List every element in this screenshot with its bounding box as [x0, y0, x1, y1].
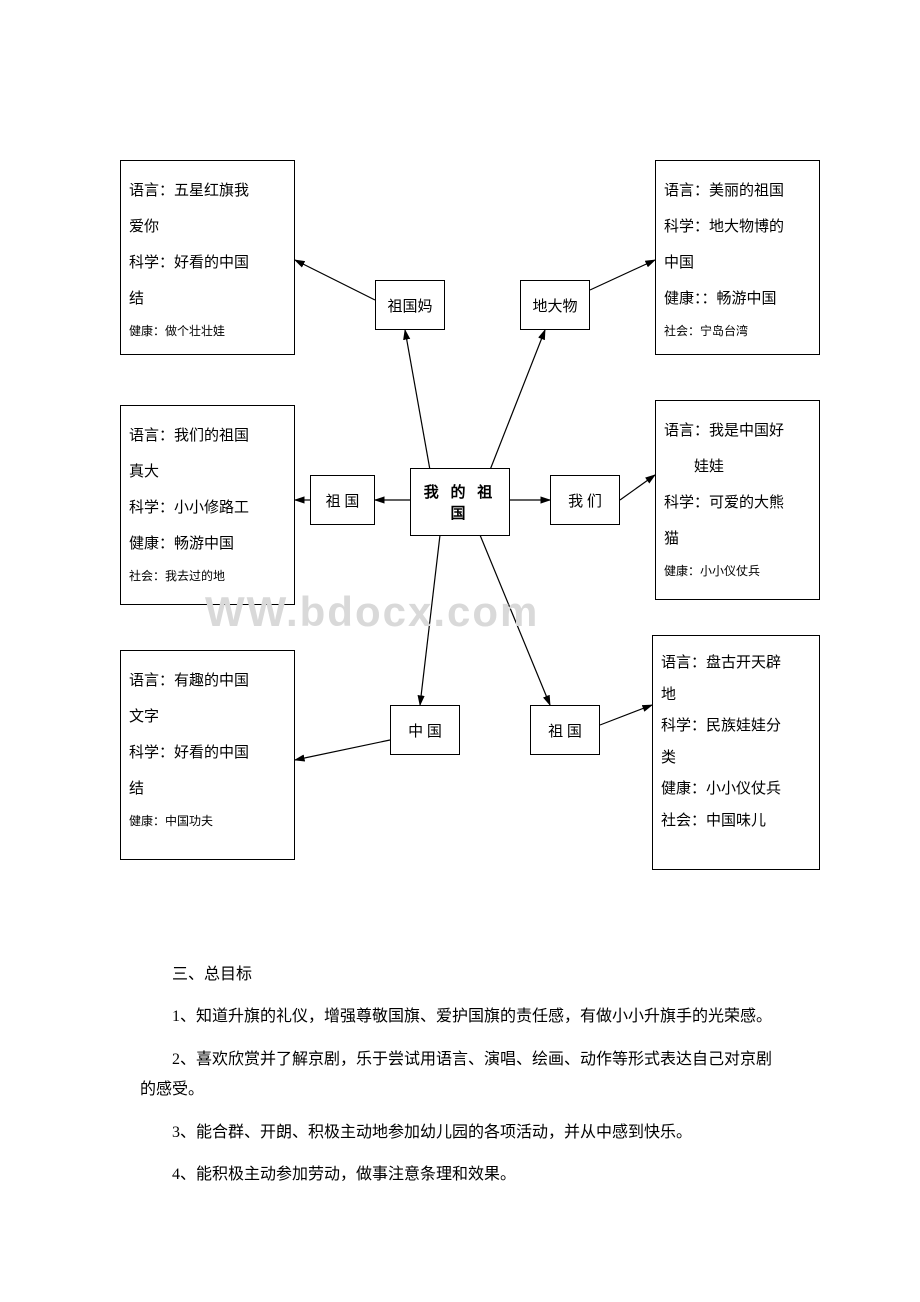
- hub-tr: 地大物: [520, 280, 590, 330]
- text: 科学：好看的中国: [129, 245, 286, 281]
- text: 地: [661, 680, 811, 712]
- goal-item: 3、能合群、开朗、积极主动地参加幼儿园的各项活动，并从中感到快乐。: [140, 1118, 780, 1148]
- text: 健康：畅游中国: [129, 526, 286, 562]
- hub-label: 地大物: [532, 295, 577, 316]
- section-heading: 三、总目标: [140, 960, 780, 990]
- text: 科学：地大物博的: [664, 209, 811, 245]
- outer-box-bl: 语言：有趣的中国 文字 科学：好看的中国 结 健康：中国功夫: [120, 650, 295, 860]
- center-label: 我 的 祖国: [415, 481, 505, 523]
- text: 娃娃: [664, 449, 811, 485]
- text: 健康：：畅游中国: [664, 281, 811, 317]
- hub-ml: 祖 国: [310, 475, 375, 525]
- text: 结: [129, 281, 286, 317]
- text: 爱你: [129, 209, 286, 245]
- goal-item: 1、知道升旗的礼仪，增强尊敬国旗、爱护国旗的责任感，有做小小升旗手的光荣感。: [140, 1002, 780, 1032]
- outer-box-ml: 语言：我们的祖国 真大 科学：小小修路工 健康：畅游中国 社会：我去过的地: [120, 405, 295, 605]
- hub-label: 祖国妈: [387, 295, 432, 316]
- text: 社会：宁岛台湾: [664, 317, 811, 346]
- text: 健康：中国功夫: [129, 807, 286, 836]
- hub-mr: 我 们: [550, 475, 620, 525]
- text: 社会：中国味儿: [661, 806, 811, 838]
- text: 猫: [664, 521, 811, 557]
- center-node: 我 的 祖国: [410, 468, 510, 536]
- text: 健康：小小仪仗兵: [661, 774, 811, 806]
- body-text: 三、总目标 1、知道升旗的礼仪，增强尊敬国旗、爱护国旗的责任感，有做小小升旗手的…: [140, 960, 780, 1202]
- text: 文字: [129, 699, 286, 735]
- text: 语言：盘古开天辟: [661, 648, 811, 680]
- text: 类: [661, 743, 811, 775]
- text: 健康：做个壮壮娃: [129, 317, 286, 346]
- text: 健康：小小仪仗兵: [664, 557, 811, 586]
- text: 语言：有趣的中国: [129, 663, 286, 699]
- text: 语言：我是中国好: [664, 413, 811, 449]
- goal-item: 2、喜欢欣赏并了解京剧，乐于尝试用语言、演唱、绘画、动作等形式表达自己对京剧的感…: [140, 1045, 780, 1106]
- text: 语言：五星红旗我: [129, 173, 286, 209]
- outer-box-tl: 语言：五星红旗我 爱你 科学：好看的中国 结 健康：做个壮壮娃: [120, 160, 295, 355]
- hub-label: 祖 国: [548, 720, 582, 741]
- hub-label: 祖 国: [326, 490, 360, 511]
- goal-item: 4、能积极主动参加劳动，做事注意条理和效果。: [140, 1160, 780, 1190]
- text: 社会：我去过的地: [129, 562, 286, 591]
- outer-box-br: 语言：盘古开天辟 地 科学：民族娃娃分 类 健康：小小仪仗兵 社会：中国味儿: [652, 635, 820, 870]
- text: 语言：我们的祖国: [129, 418, 286, 454]
- hub-br: 祖 国: [530, 705, 600, 755]
- text: 真大: [129, 454, 286, 490]
- text: 科学：可爱的大熊: [664, 485, 811, 521]
- outer-box-tr: 语言：美丽的祖国 科学：地大物博的 中国 健康：：畅游中国 社会：宁岛台湾: [655, 160, 820, 355]
- hub-label: 中 国: [408, 720, 442, 741]
- text: 科学：小小修路工: [129, 490, 286, 526]
- text: 科学：好看的中国: [129, 735, 286, 771]
- hub-bl: 中 国: [390, 705, 460, 755]
- text: 中国: [664, 245, 811, 281]
- text: 语言：美丽的祖国: [664, 173, 811, 209]
- text: 科学：民族娃娃分: [661, 711, 811, 743]
- concept-diagram: 语言：五星红旗我 爱你 科学：好看的中国 结 健康：做个壮壮娃 语言：美丽的祖国…: [100, 150, 820, 880]
- outer-box-mr: 语言：我是中国好 娃娃 科学：可爱的大熊 猫 健康：小小仪仗兵: [655, 400, 820, 600]
- text: 结: [129, 771, 286, 807]
- hub-label: 我 们: [568, 490, 602, 511]
- hub-tl: 祖国妈: [375, 280, 445, 330]
